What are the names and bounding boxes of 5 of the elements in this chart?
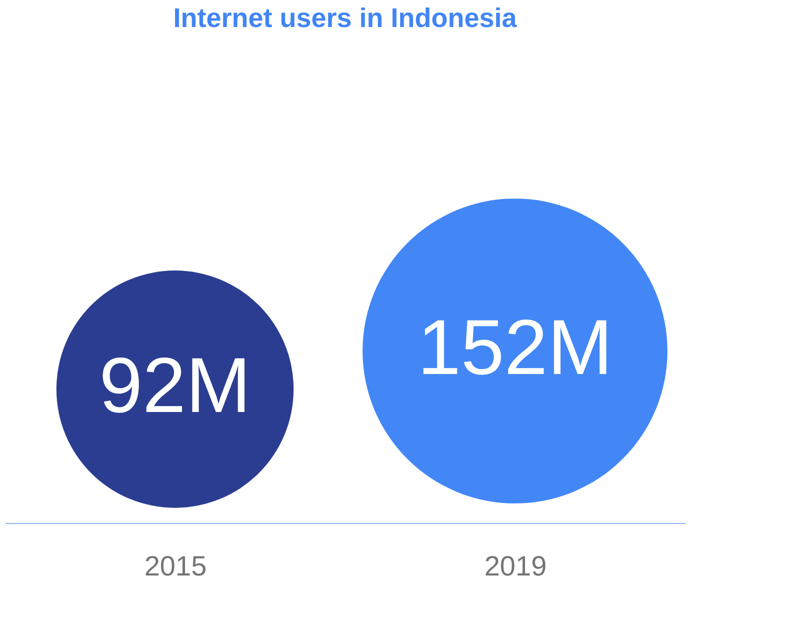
text: Internet users in Indonesia (173, 3, 518, 33)
data-label: 152M (417, 303, 613, 391)
data-label: 92M (99, 341, 251, 430)
category-label: 2015 (144, 550, 207, 582)
category-label: 2019 (484, 550, 547, 582)
